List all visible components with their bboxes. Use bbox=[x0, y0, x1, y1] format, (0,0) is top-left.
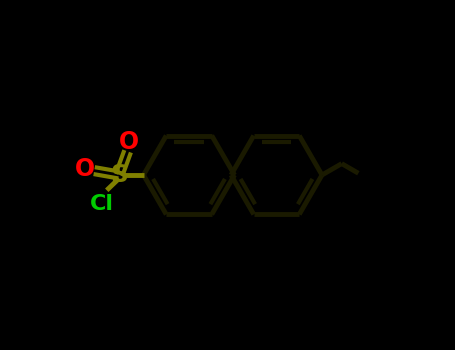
Text: O: O bbox=[119, 130, 139, 154]
Text: O: O bbox=[75, 157, 95, 181]
Text: S: S bbox=[110, 163, 128, 187]
Text: Cl: Cl bbox=[90, 194, 113, 214]
